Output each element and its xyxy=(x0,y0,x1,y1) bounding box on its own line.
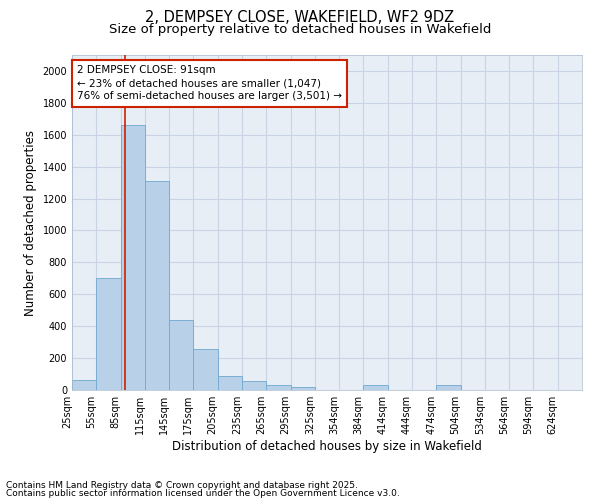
X-axis label: Distribution of detached houses by size in Wakefield: Distribution of detached houses by size … xyxy=(172,440,482,453)
Bar xyxy=(145,181,169,390)
Text: 2 DEMPSEY CLOSE: 91sqm
← 23% of detached houses are smaller (1,047)
76% of semi-: 2 DEMPSEY CLOSE: 91sqm ← 23% of detached… xyxy=(77,65,342,102)
Bar xyxy=(266,385,290,390)
Bar xyxy=(169,320,193,390)
Bar xyxy=(290,387,315,390)
Bar xyxy=(96,278,121,390)
Bar xyxy=(193,350,218,390)
Text: Contains HM Land Registry data © Crown copyright and database right 2025.: Contains HM Land Registry data © Crown c… xyxy=(6,480,358,490)
Text: Contains public sector information licensed under the Open Government Licence v3: Contains public sector information licen… xyxy=(6,489,400,498)
Y-axis label: Number of detached properties: Number of detached properties xyxy=(24,130,37,316)
Text: 2, DEMPSEY CLOSE, WAKEFIELD, WF2 9DZ: 2, DEMPSEY CLOSE, WAKEFIELD, WF2 9DZ xyxy=(145,10,455,25)
Bar xyxy=(218,376,242,390)
Bar xyxy=(242,381,266,390)
Bar xyxy=(364,385,388,390)
Bar xyxy=(121,125,145,390)
Bar xyxy=(436,385,461,390)
Bar xyxy=(72,380,96,390)
Text: Size of property relative to detached houses in Wakefield: Size of property relative to detached ho… xyxy=(109,22,491,36)
